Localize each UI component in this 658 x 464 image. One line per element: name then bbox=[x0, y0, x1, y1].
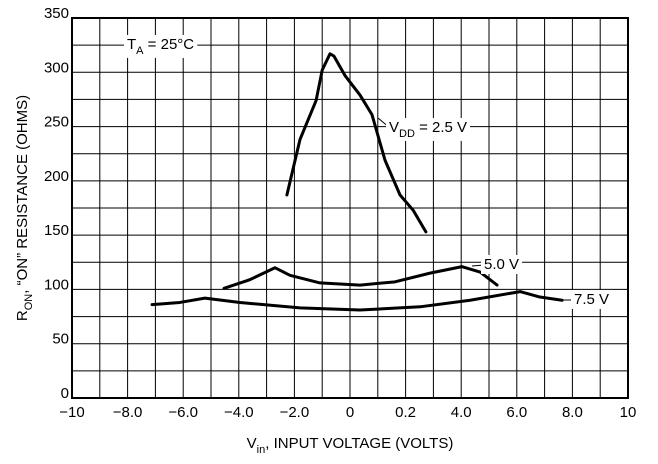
y-tick-label: 100 bbox=[44, 276, 69, 293]
line-series bbox=[285, 52, 428, 234]
label-bg bbox=[571, 289, 613, 309]
x-tick-label: 4.0 bbox=[451, 404, 472, 421]
label-text: T bbox=[127, 36, 136, 53]
label-group: Vin, INPUT VOLTAGE (VOLTS) bbox=[247, 435, 454, 456]
x-tick-label: −2.0 bbox=[280, 404, 310, 421]
x-tick-label: 0.2 bbox=[395, 404, 416, 421]
label-bg bbox=[124, 34, 198, 58]
x-tick-label: 8.0 bbox=[562, 404, 583, 421]
x-tick-label: 6.0 bbox=[506, 404, 527, 421]
legend-label: VDD = 2.5 V bbox=[389, 119, 467, 140]
label-text: = 2.5 V bbox=[415, 119, 467, 136]
y-tick-label: 200 bbox=[44, 168, 69, 185]
label-bg bbox=[481, 254, 523, 274]
label-text: R bbox=[14, 310, 31, 321]
x-tick-label: −8.0 bbox=[113, 404, 143, 421]
line-series bbox=[222, 265, 499, 290]
x-tick-label: 0 bbox=[346, 404, 354, 421]
legend-label: 5.0 V bbox=[484, 256, 519, 273]
y-tick-label: 0 bbox=[61, 385, 69, 402]
label-group: 7.5 V bbox=[571, 289, 613, 309]
x-tick-label: −10 bbox=[59, 404, 84, 421]
label-subscript: ON bbox=[23, 294, 35, 311]
x-tick-label: −6.0 bbox=[168, 404, 198, 421]
y-tick-label: 300 bbox=[44, 59, 69, 76]
label-subscript: DD bbox=[399, 128, 415, 140]
x-tick-label: −4.0 bbox=[224, 404, 254, 421]
label-group: VDD = 2.5 V bbox=[386, 117, 471, 141]
y-tick-label: 150 bbox=[44, 222, 69, 239]
label-group: TA = 25°C bbox=[124, 34, 198, 58]
plot-frame bbox=[71, 17, 629, 399]
y-tick-label: 250 bbox=[44, 114, 69, 131]
label: RON, “ON” RESISTANCE (OHMS) bbox=[14, 95, 35, 321]
y-tick-label: 350 bbox=[44, 5, 69, 22]
label-text: V bbox=[247, 435, 257, 452]
label-bg bbox=[386, 117, 471, 141]
y-tick-label: 50 bbox=[52, 331, 69, 348]
label-subscript: A bbox=[136, 45, 144, 57]
label-text: = 25°C bbox=[144, 36, 195, 53]
label-text: , “ON” RESISTANCE (OHMS) bbox=[14, 95, 31, 294]
label-group: RON, “ON” RESISTANCE (OHMS) bbox=[14, 95, 35, 321]
label: TA = 25°C bbox=[127, 36, 194, 57]
label-group: 5.0 V bbox=[481, 254, 523, 274]
legend-label: 7.5 V bbox=[574, 291, 609, 308]
label-text: , INPUT VOLTAGE (VOLTS) bbox=[265, 435, 453, 452]
label-text: V bbox=[389, 119, 399, 136]
x-tick-label: 10 bbox=[620, 404, 637, 421]
label: Vin, INPUT VOLTAGE (VOLTS) bbox=[247, 435, 454, 456]
label-subscript: in bbox=[257, 444, 266, 456]
line-series bbox=[150, 290, 564, 312]
